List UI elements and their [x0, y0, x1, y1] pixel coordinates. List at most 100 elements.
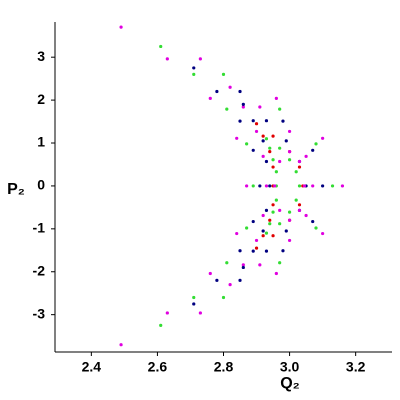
point — [278, 159, 282, 164]
point — [297, 208, 302, 212]
point — [159, 44, 163, 49]
point — [297, 165, 302, 169]
point — [258, 263, 262, 267]
point — [271, 158, 275, 162]
y-axis-title: P₂ — [7, 181, 25, 198]
point — [281, 249, 285, 253]
point — [264, 249, 269, 253]
point — [241, 265, 245, 270]
point — [251, 219, 255, 224]
point — [228, 85, 232, 89]
y-tick-label: -1 — [33, 220, 46, 236]
point — [221, 72, 226, 76]
point — [119, 343, 123, 347]
point — [241, 263, 245, 267]
point — [311, 148, 315, 152]
point — [271, 134, 275, 138]
point — [258, 184, 262, 188]
point — [340, 184, 345, 188]
point — [192, 295, 196, 300]
point — [264, 119, 269, 123]
point — [238, 89, 242, 94]
point — [287, 158, 292, 162]
point — [254, 129, 259, 134]
point — [159, 323, 163, 327]
point — [273, 184, 277, 188]
point — [274, 96, 278, 100]
point — [311, 219, 315, 224]
point — [261, 229, 265, 233]
point — [281, 119, 285, 123]
point — [284, 229, 288, 233]
x-tick-label: 2.6 — [148, 359, 168, 375]
point — [278, 208, 282, 212]
point — [241, 102, 245, 106]
point — [228, 283, 232, 287]
point — [238, 119, 242, 123]
point — [225, 261, 229, 265]
point — [302, 184, 307, 188]
point — [238, 278, 242, 282]
point — [261, 154, 265, 158]
point — [192, 302, 196, 306]
x-tick-label: 3.2 — [346, 359, 366, 375]
point — [192, 72, 196, 76]
point — [278, 261, 282, 265]
point — [251, 148, 255, 152]
point — [261, 139, 265, 143]
point — [287, 218, 292, 222]
point — [268, 146, 272, 150]
point — [261, 234, 265, 238]
point — [264, 208, 269, 212]
point — [304, 154, 308, 158]
point — [297, 159, 302, 164]
y-tick-label: -3 — [33, 305, 46, 321]
point — [271, 234, 275, 238]
point — [165, 311, 169, 315]
point — [245, 184, 249, 188]
point — [287, 149, 292, 154]
point — [254, 238, 259, 243]
point — [251, 249, 255, 253]
point — [198, 57, 202, 61]
y-tick-label: 2 — [37, 91, 45, 107]
point — [294, 170, 298, 174]
point — [198, 311, 202, 315]
point — [251, 184, 255, 188]
point — [287, 129, 292, 134]
point — [245, 226, 249, 230]
point — [264, 231, 269, 235]
point — [254, 122, 259, 126]
point — [165, 57, 169, 61]
point — [254, 246, 259, 250]
x-tick-label: 2.8 — [214, 359, 234, 375]
point — [304, 213, 308, 218]
point — [330, 184, 335, 188]
point — [268, 222, 272, 226]
point — [264, 184, 269, 188]
y-tick-label: 1 — [37, 134, 45, 150]
point — [225, 107, 229, 111]
point — [215, 89, 219, 94]
point — [278, 222, 282, 226]
point — [264, 159, 269, 164]
point — [274, 271, 278, 276]
y-tick-label: 3 — [37, 48, 45, 64]
point — [321, 231, 325, 236]
point — [241, 105, 245, 109]
point — [321, 136, 325, 140]
point — [192, 66, 196, 70]
point — [268, 218, 272, 222]
point — [271, 210, 275, 214]
x-axis-title: Q₂ — [280, 375, 300, 392]
x-tick-label: 3.0 — [280, 359, 300, 375]
point — [238, 249, 242, 253]
y-tick-label: 0 — [37, 177, 45, 193]
point — [245, 142, 249, 146]
point — [287, 238, 292, 243]
point — [314, 142, 318, 146]
point — [268, 184, 272, 188]
point — [261, 213, 265, 218]
point — [287, 210, 292, 214]
